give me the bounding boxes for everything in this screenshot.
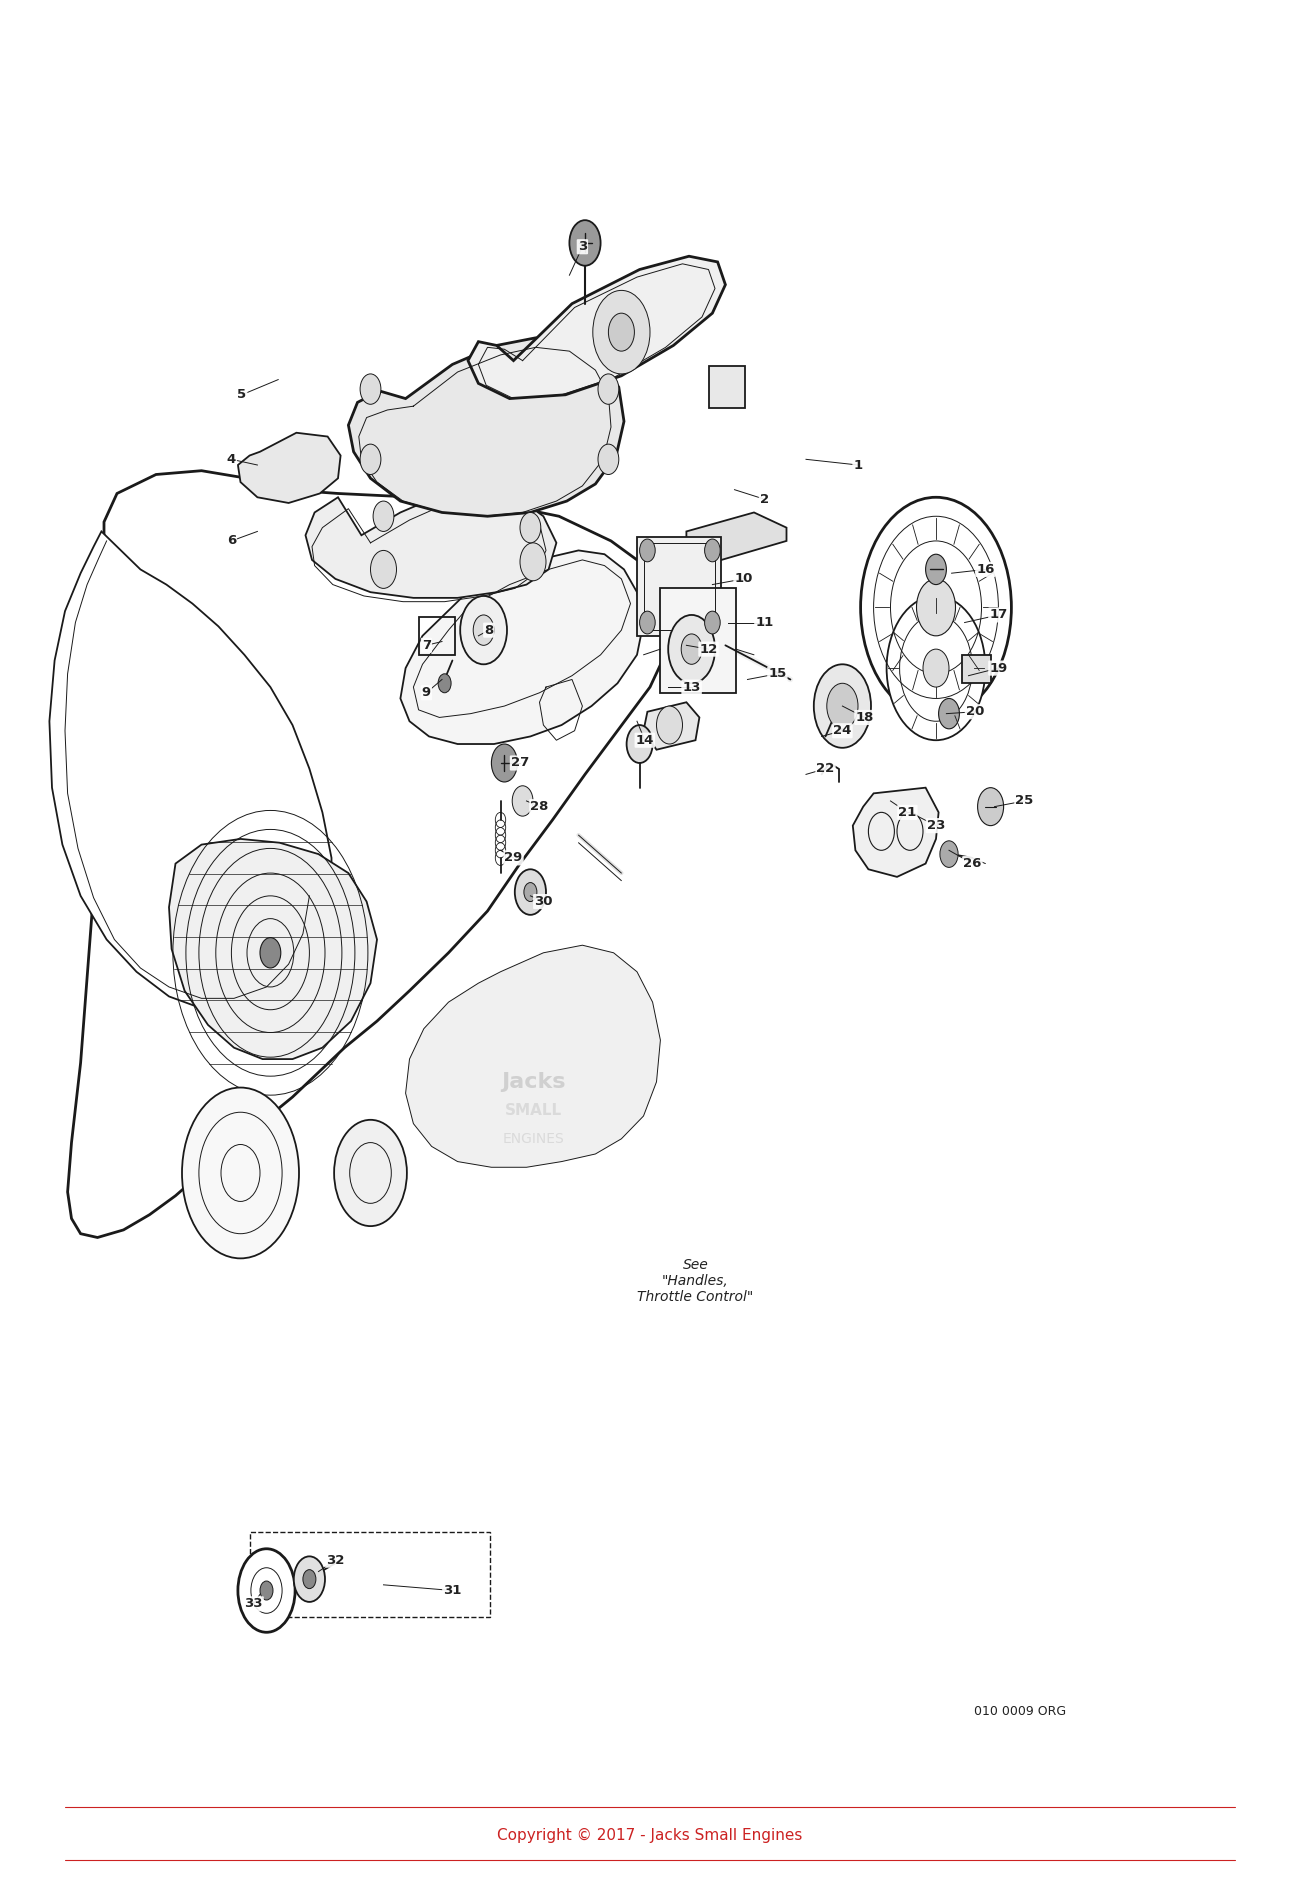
Circle shape — [681, 634, 702, 664]
Text: 22: 22 — [816, 763, 835, 774]
FancyBboxPatch shape — [637, 537, 722, 636]
Polygon shape — [686, 512, 786, 560]
Circle shape — [593, 290, 650, 374]
Polygon shape — [238, 433, 341, 503]
Text: 29: 29 — [504, 852, 523, 864]
FancyBboxPatch shape — [962, 655, 991, 683]
Text: 33: 33 — [244, 1598, 263, 1610]
Polygon shape — [348, 338, 624, 516]
Circle shape — [939, 698, 959, 729]
Text: 6: 6 — [226, 535, 237, 547]
Text: 14: 14 — [636, 735, 654, 746]
Text: Copyright © 2017 - Jacks Small Engines: Copyright © 2017 - Jacks Small Engines — [498, 1828, 802, 1843]
Bar — [250, 1532, 490, 1617]
Text: 4: 4 — [226, 454, 237, 465]
Text: 25: 25 — [1015, 795, 1034, 807]
Text: 2: 2 — [759, 493, 770, 505]
Circle shape — [303, 1570, 316, 1589]
Text: 8: 8 — [484, 624, 494, 636]
Circle shape — [640, 611, 655, 634]
Circle shape — [668, 615, 715, 683]
Circle shape — [598, 374, 619, 404]
Text: 20: 20 — [966, 706, 984, 717]
Text: 16: 16 — [976, 564, 994, 575]
Text: 12: 12 — [699, 643, 718, 655]
Circle shape — [520, 512, 541, 543]
Circle shape — [520, 543, 546, 581]
Text: 3: 3 — [577, 241, 588, 252]
Circle shape — [598, 444, 619, 474]
Circle shape — [887, 596, 985, 740]
Circle shape — [260, 1581, 273, 1600]
Polygon shape — [68, 471, 676, 1237]
Text: 27: 27 — [511, 757, 529, 769]
Circle shape — [373, 501, 394, 531]
Text: 31: 31 — [443, 1585, 461, 1596]
Text: 010 0009 ORG: 010 0009 ORG — [974, 1706, 1066, 1718]
Text: Jacks: Jacks — [500, 1072, 566, 1091]
Circle shape — [814, 664, 871, 748]
Circle shape — [238, 1549, 295, 1632]
Text: 21: 21 — [898, 807, 916, 818]
Polygon shape — [406, 945, 660, 1167]
Text: 15: 15 — [768, 668, 786, 679]
Text: 9: 9 — [421, 687, 432, 698]
Circle shape — [260, 938, 281, 968]
Circle shape — [491, 744, 517, 782]
Text: 30: 30 — [534, 896, 552, 907]
Text: 26: 26 — [963, 858, 982, 869]
Circle shape — [608, 313, 634, 351]
Text: 5: 5 — [237, 389, 247, 400]
Circle shape — [916, 579, 956, 636]
Polygon shape — [468, 256, 725, 399]
Circle shape — [360, 444, 381, 474]
Polygon shape — [306, 490, 556, 598]
Circle shape — [473, 615, 494, 645]
Text: 13: 13 — [682, 681, 701, 693]
Text: SMALL: SMALL — [504, 1103, 562, 1118]
Circle shape — [627, 725, 653, 763]
Text: 18: 18 — [855, 712, 874, 723]
Text: 11: 11 — [755, 617, 774, 628]
Text: 19: 19 — [989, 662, 1008, 674]
FancyBboxPatch shape — [708, 366, 745, 408]
Text: 32: 32 — [326, 1554, 344, 1566]
Polygon shape — [400, 550, 644, 744]
Text: See
"Handles,
Throttle Control": See "Handles, Throttle Control" — [637, 1258, 754, 1304]
Polygon shape — [49, 531, 332, 1010]
Circle shape — [460, 596, 507, 664]
Text: 17: 17 — [989, 609, 1008, 621]
Polygon shape — [169, 839, 377, 1059]
FancyBboxPatch shape — [660, 588, 736, 693]
Circle shape — [656, 706, 682, 744]
Circle shape — [827, 683, 858, 729]
Text: 23: 23 — [927, 820, 945, 831]
Circle shape — [705, 611, 720, 634]
Circle shape — [515, 869, 546, 915]
Circle shape — [640, 539, 655, 562]
Circle shape — [705, 539, 720, 562]
Circle shape — [923, 649, 949, 687]
Circle shape — [294, 1556, 325, 1602]
Circle shape — [978, 788, 1004, 826]
Text: 24: 24 — [833, 725, 852, 736]
Text: 7: 7 — [421, 640, 432, 651]
Text: 28: 28 — [530, 801, 549, 812]
Circle shape — [569, 220, 601, 266]
Circle shape — [360, 374, 381, 404]
Circle shape — [334, 1120, 407, 1226]
Text: ENGINES: ENGINES — [502, 1131, 564, 1146]
Circle shape — [524, 883, 537, 902]
Circle shape — [512, 786, 533, 816]
Circle shape — [182, 1088, 299, 1258]
Text: 10: 10 — [734, 573, 753, 585]
Polygon shape — [644, 702, 699, 750]
Polygon shape — [853, 788, 939, 877]
Circle shape — [940, 841, 958, 867]
Text: 1: 1 — [853, 459, 863, 471]
Circle shape — [438, 674, 451, 693]
Circle shape — [861, 497, 1011, 717]
Circle shape — [926, 554, 946, 585]
Circle shape — [370, 550, 396, 588]
